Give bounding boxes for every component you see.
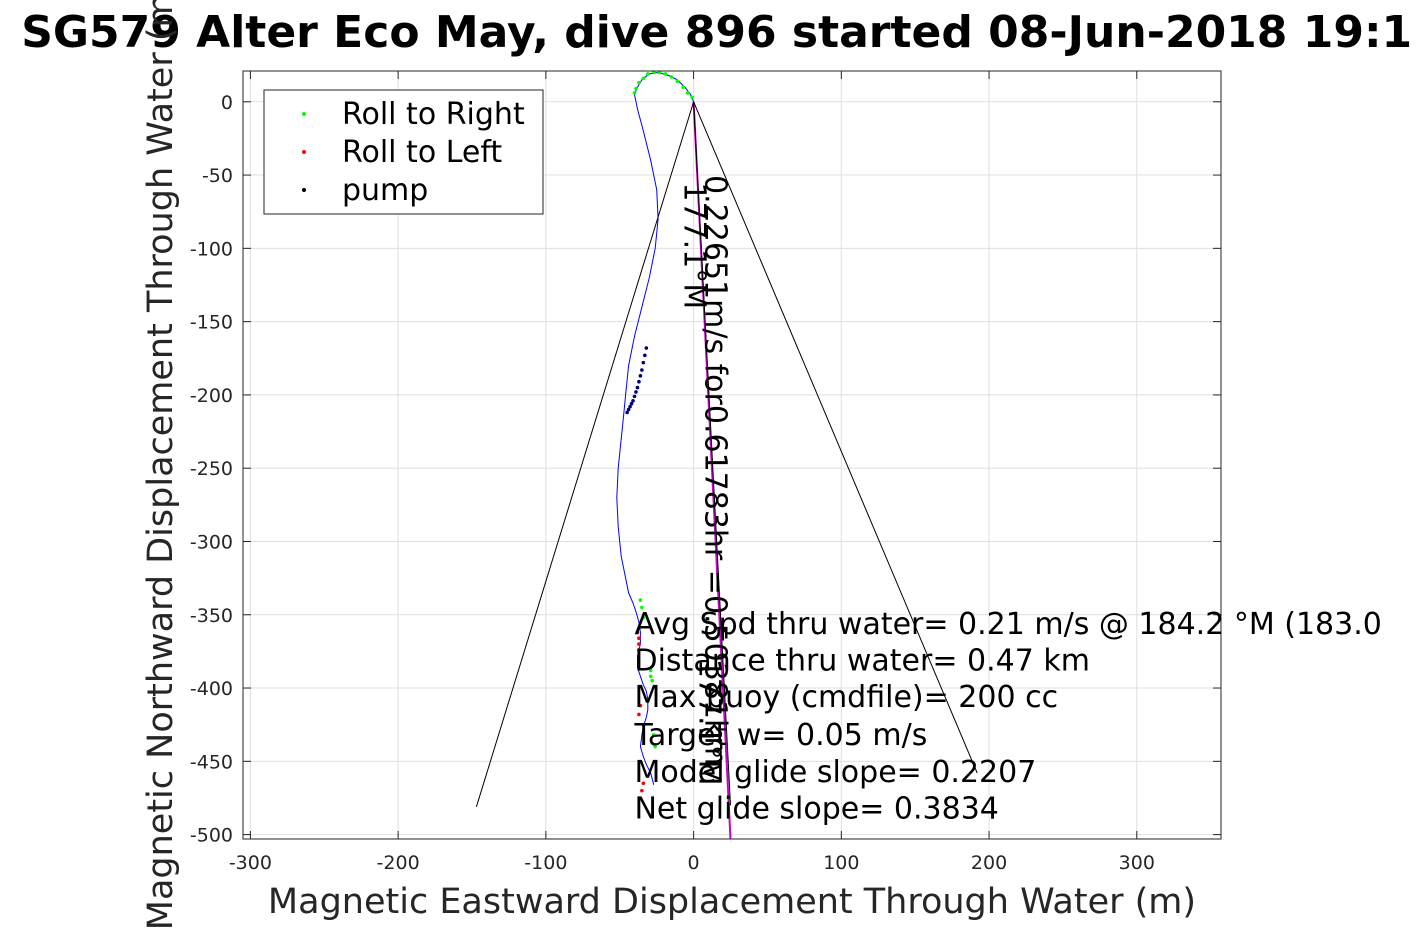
series-roll-right-point bbox=[638, 598, 643, 602]
stats-annotation: Target w= 0.05 m/s bbox=[633, 718, 927, 753]
series-roll-right-point bbox=[645, 72, 650, 76]
y-tick-label: 0 bbox=[221, 92, 233, 114]
vector-label: 177.1°M bbox=[677, 182, 712, 309]
chart-title: SG579 Alter Eco May, dive 896 started 08… bbox=[21, 7, 1417, 58]
series-roll-right-point bbox=[690, 95, 694, 100]
series-pump-point bbox=[629, 401, 634, 406]
series-roll-right-point bbox=[669, 75, 674, 79]
legend-marker bbox=[302, 112, 306, 116]
series-pump-point bbox=[643, 353, 647, 358]
grid bbox=[243, 71, 1221, 839]
series-roll-right-point bbox=[685, 91, 690, 95]
y-tick-label: -400 bbox=[190, 678, 233, 700]
vector-label: 0.22651m/s for0.61783hr =0.50381km bbox=[697, 175, 732, 766]
vector-label: 177.1°M bbox=[691, 659, 726, 786]
y-tick-label: -300 bbox=[190, 531, 233, 553]
series-roll-left-point bbox=[640, 788, 644, 793]
series-roll-left-point bbox=[637, 648, 641, 652]
series-roll-left-point bbox=[637, 636, 641, 641]
series-roll-right-point bbox=[648, 668, 653, 673]
series-roll-right-point bbox=[632, 91, 637, 95]
series-track-line bbox=[616, 71, 695, 785]
stats-annotation: Model glide slope= 0.2207 bbox=[634, 755, 1036, 790]
legend-box bbox=[263, 89, 544, 215]
x-tick-label: -200 bbox=[377, 852, 420, 874]
series-pump-point bbox=[625, 410, 629, 415]
x-tick-label: 300 bbox=[1119, 852, 1155, 874]
series-pump-point bbox=[637, 379, 641, 384]
series-roll-left-point bbox=[638, 703, 643, 708]
x-tick-label: -100 bbox=[524, 852, 567, 874]
series-roll-right-point bbox=[681, 85, 686, 89]
stats-annotation: Avg Spd thru water= 0.21 m/s @ 184.2 °M … bbox=[634, 607, 1381, 642]
series-pump-point bbox=[638, 374, 643, 378]
series-roll-right-point bbox=[637, 80, 641, 85]
series-pump-point bbox=[626, 407, 631, 412]
series-roll-left-point bbox=[641, 781, 646, 786]
y-tick-label: -50 bbox=[202, 165, 233, 187]
y-tick-label: -200 bbox=[190, 385, 233, 407]
legend-marker bbox=[302, 150, 306, 154]
x-tick-label: 200 bbox=[971, 852, 1007, 874]
legend-entry: Roll to Left bbox=[342, 135, 502, 170]
series-roll-left-point bbox=[637, 642, 641, 646]
series-roll-right-point bbox=[640, 605, 644, 610]
series-roll-right-point bbox=[663, 72, 668, 76]
series-center-line bbox=[693, 101, 731, 806]
stats-annotation: Max buoy (cmdfile)= 200 cc bbox=[634, 680, 1058, 715]
x-tick-label: 0 bbox=[688, 852, 700, 874]
series-roll-right-point bbox=[675, 79, 680, 84]
y-tick-label: -500 bbox=[190, 825, 233, 847]
series-roll-left-point bbox=[637, 712, 641, 717]
x-tick-label: -300 bbox=[229, 852, 272, 874]
series-pump-point bbox=[644, 346, 649, 350]
series-roll-right-point bbox=[648, 674, 653, 679]
legend-entry: Roll to Right bbox=[342, 97, 525, 132]
series-roll-right-point bbox=[641, 76, 646, 81]
y-axis-label: Magnetic Northward Displacement Through … bbox=[141, 0, 181, 930]
legend-entry: pump bbox=[342, 173, 428, 208]
series-pump-point bbox=[641, 360, 646, 365]
series-pump-point bbox=[631, 398, 635, 403]
series-roll-right-point bbox=[651, 70, 656, 75]
axis-ticks: -300 -200 -100 0 100 200 300 0 -50 -100 -150 -200 -2… bbox=[190, 71, 1221, 874]
series-roll-right-point bbox=[650, 678, 655, 683]
series-cone-left bbox=[475, 101, 695, 807]
series-pump-point bbox=[640, 368, 644, 372]
y-tick-label: -250 bbox=[190, 458, 233, 480]
y-tick-label: -100 bbox=[190, 238, 233, 260]
series-pump-point bbox=[632, 394, 637, 399]
series-roll-left-point bbox=[635, 630, 640, 635]
annotations: 177.1°M0.22651m/s for0.61783hr =0.50381k… bbox=[633, 175, 1381, 826]
series-roll-right-point bbox=[641, 615, 646, 620]
series-roll-right-point bbox=[651, 733, 656, 737]
series-cone-right bbox=[693, 101, 978, 774]
stats-annotation: Distance thru water= 0.47 km bbox=[634, 643, 1089, 678]
series-pump-point bbox=[634, 390, 638, 394]
series-roll-right-point bbox=[634, 86, 638, 91]
y-tick-label: -450 bbox=[190, 751, 233, 773]
plot-series bbox=[475, 70, 978, 840]
series-pump-point bbox=[635, 385, 640, 390]
stats-annotation: Net glide slope= 0.3834 bbox=[634, 791, 998, 826]
axes-box bbox=[242, 70, 1222, 840]
series-pump-point bbox=[628, 404, 632, 409]
y-tick-label: -150 bbox=[190, 312, 233, 334]
series-roll-right-point bbox=[657, 70, 662, 75]
x-axis-label: Magnetic Eastward Displacement Through W… bbox=[268, 882, 1196, 922]
legend-marker bbox=[302, 188, 306, 192]
x-tick-label: 100 bbox=[823, 852, 859, 874]
series-roll-right-point bbox=[653, 744, 657, 749]
y-tick-label: -350 bbox=[190, 605, 233, 627]
